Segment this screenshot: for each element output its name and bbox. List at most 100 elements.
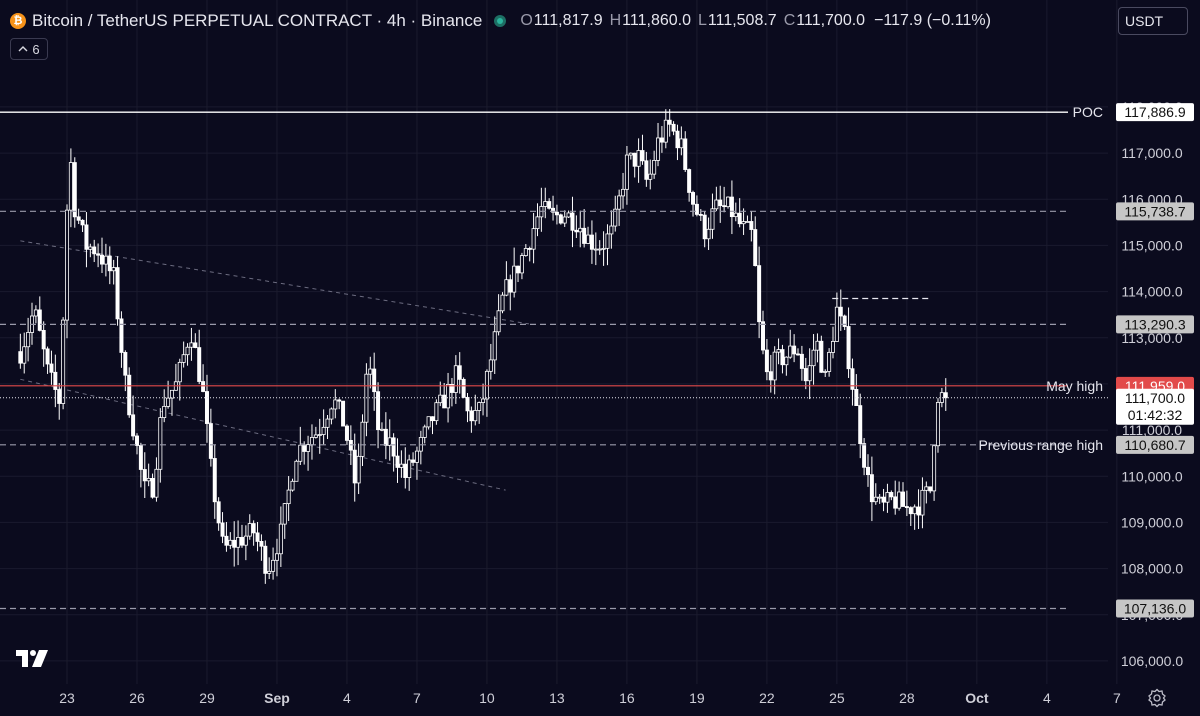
- candle: [605, 224, 610, 266]
- candle-body-up: [271, 559, 276, 572]
- candle: [166, 380, 171, 409]
- candle-body-up: [379, 428, 384, 431]
- candle: [446, 372, 451, 423]
- candle-body-down: [729, 196, 734, 218]
- candle: [131, 395, 136, 441]
- candle-body-down: [893, 496, 898, 509]
- candle: [803, 357, 808, 390]
- candle-body-up: [496, 310, 501, 333]
- candle: [897, 481, 902, 511]
- grid-lines: [0, 0, 1118, 684]
- candle-body-down: [80, 219, 85, 226]
- candle: [547, 198, 552, 210]
- candle-body-down: [558, 214, 563, 224]
- candle: [169, 389, 174, 416]
- price-tick-label: 111,000.0: [1122, 422, 1182, 438]
- candle: [613, 195, 618, 232]
- price-tick-label: 109,000.0: [1121, 514, 1183, 530]
- candle-body-down: [869, 474, 874, 503]
- candle: [492, 316, 497, 374]
- candle-body-down: [928, 486, 933, 492]
- candle-body-down: [84, 224, 89, 250]
- candle-body-up: [278, 523, 283, 555]
- candle: [823, 369, 828, 377]
- candle: [488, 343, 493, 380]
- candle-body-up: [368, 368, 373, 375]
- candle: [127, 367, 132, 418]
- candle-body-down: [201, 381, 206, 392]
- candle: [694, 195, 699, 217]
- time-tick-label: 4: [1043, 690, 1051, 706]
- candle: [589, 220, 594, 264]
- candle: [792, 334, 797, 363]
- candle-body-down: [644, 160, 649, 180]
- candle-body-up: [434, 402, 439, 422]
- candle-body-up: [422, 426, 427, 438]
- candle: [831, 326, 836, 359]
- candle-body-up: [920, 489, 925, 516]
- tradingview-logo-icon[interactable]: [15, 646, 49, 670]
- ohlc-close: C111,700.0: [783, 12, 866, 29]
- candle-body-up: [788, 345, 793, 358]
- candle-body-down: [768, 371, 773, 381]
- candle-body-up: [652, 159, 657, 175]
- candle-body-up: [282, 503, 287, 525]
- time-tick-label: 29: [199, 690, 215, 706]
- candle: [193, 333, 198, 349]
- indicators-toggle[interactable]: 6: [10, 38, 48, 60]
- candle-body-down: [263, 545, 268, 574]
- candle-body-down: [352, 449, 357, 484]
- candle-body-up: [65, 209, 70, 321]
- candle: [687, 168, 692, 202]
- candle: [387, 419, 392, 461]
- candle: [251, 520, 256, 546]
- candle-body-up: [407, 459, 412, 478]
- candle: [306, 435, 311, 471]
- price-change: −117.9 (−0.11%): [874, 12, 991, 29]
- candle: [512, 247, 517, 298]
- candle-body-up: [562, 216, 567, 224]
- candle: [92, 239, 97, 263]
- candle-body-down: [842, 315, 847, 327]
- symbol-header: ₿ Bitcoin / TetherUS PERPETUAL CONTRACT …: [10, 8, 991, 34]
- price-tick-label: 113,000.0: [1121, 330, 1182, 346]
- candle: [177, 358, 182, 401]
- candle: [391, 433, 396, 472]
- candle-body-down: [115, 267, 120, 320]
- candle: [53, 354, 58, 408]
- candle: [469, 406, 474, 433]
- candle-body-up: [325, 418, 330, 428]
- candle: [827, 348, 832, 377]
- candle: [862, 438, 867, 476]
- candle: [679, 126, 684, 156]
- level-label: Previous range high: [978, 437, 1103, 453]
- currency-selector[interactable]: USDT: [1118, 7, 1188, 35]
- candle-body-down: [204, 391, 209, 424]
- candle-body-up: [88, 246, 93, 250]
- time-tick-label: 26: [129, 690, 145, 706]
- candle-body-down: [667, 119, 672, 125]
- candle: [84, 212, 89, 268]
- candle: [286, 476, 291, 522]
- candle-body-down: [694, 203, 699, 215]
- candle: [691, 190, 696, 217]
- price-label-bg: [1116, 315, 1194, 334]
- candle: [33, 305, 38, 324]
- candle: [889, 490, 894, 501]
- candle: [582, 209, 587, 248]
- candle-body-down: [904, 506, 909, 509]
- symbol-title[interactable]: Bitcoin / TetherUS PERPETUAL CONTRACT · …: [32, 11, 483, 30]
- candle-body-up: [473, 410, 478, 422]
- settings-gear-icon[interactable]: [1147, 688, 1167, 708]
- candle: [376, 382, 381, 449]
- candle-body-down: [675, 130, 680, 149]
- chevron-up-icon: [18, 46, 28, 52]
- candle: [834, 292, 839, 342]
- time-tick-label: 22: [759, 690, 775, 706]
- candle: [621, 172, 626, 209]
- time-tick-label: 7: [1113, 690, 1121, 706]
- price-tick-label: 106,000.0: [1121, 653, 1183, 669]
- candle-body-up: [624, 154, 629, 190]
- candle: [772, 346, 777, 395]
